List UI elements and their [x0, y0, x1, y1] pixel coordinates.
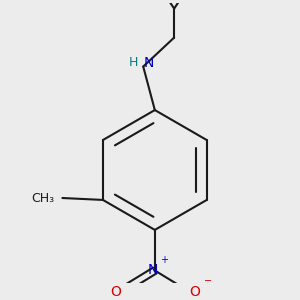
Text: N: N	[148, 263, 158, 278]
Text: N: N	[144, 56, 154, 70]
Text: O: O	[110, 285, 121, 299]
Text: H: H	[129, 56, 138, 69]
Text: CH₃: CH₃	[32, 191, 55, 205]
Text: +: +	[160, 255, 169, 265]
Text: −: −	[204, 276, 212, 286]
Text: O: O	[189, 285, 200, 299]
